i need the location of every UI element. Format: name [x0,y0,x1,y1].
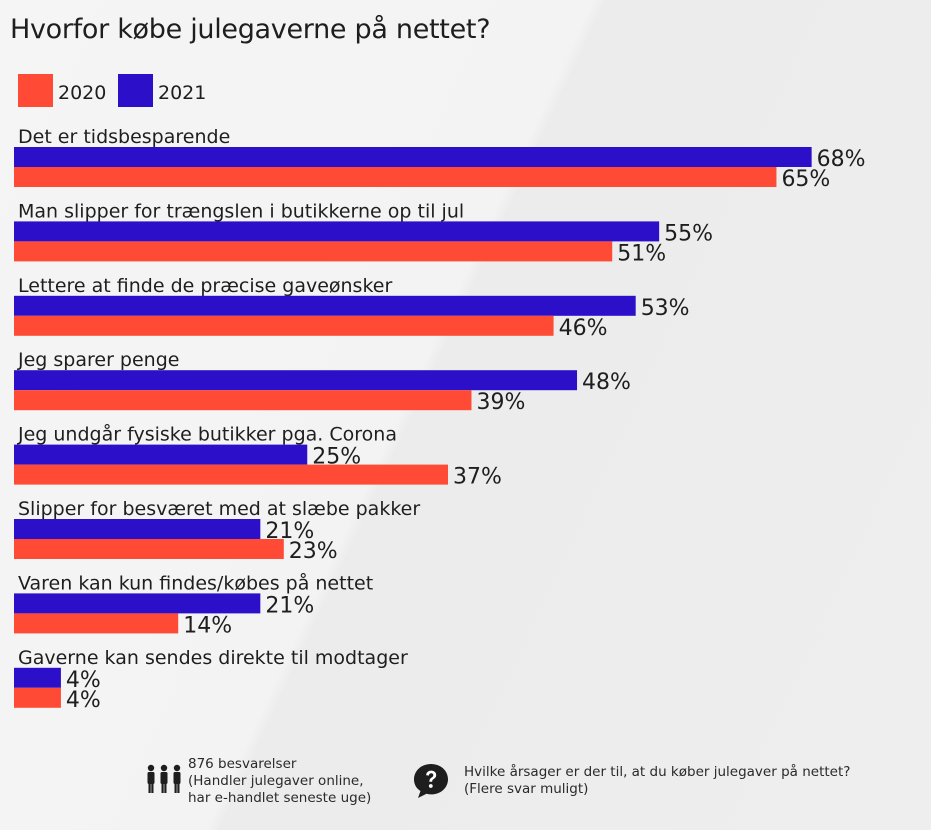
value-label-2020: 51% [617,241,666,266]
value-label-2020: 46% [559,316,608,341]
category-label: Lettere at finde de præcise gaveønsker [18,275,392,297]
value-label-2021: 21% [265,593,314,618]
respondents-line-3: har e-handlet seneste uge) [188,790,372,806]
bar-2021 [14,147,812,167]
value-label-2021: 53% [641,296,690,321]
category-label: Varen kan kun findes/købes på nettet [18,571,373,594]
bar-2021 [14,221,660,242]
bar-2020 [14,167,777,187]
value-label-2020: 4% [66,688,101,713]
respondents-text: 876 besvarelser (Handler julegaver onlin… [188,756,371,807]
value-label-2020: 39% [476,390,525,415]
legend-swatch-2021 [118,74,153,107]
bar-2021 [14,667,61,688]
respondents-line-2: (Handler julegaver online, [188,773,364,789]
bar-2020 [14,390,472,411]
chart-title: Hvorfor købe julegaverne på nettet? [10,14,491,45]
bar-2020 [14,539,284,559]
value-label-2020: 37% [453,465,502,490]
people-icon [147,764,181,793]
bar-2020 [14,613,179,634]
category-label: Jeg sparer penge [17,349,179,371]
question-bubble-icon [414,764,448,798]
value-label-2021: 4% [66,668,101,693]
legend-label-2021: 2021 [158,82,207,104]
question-line-1: Hvilke årsager er der til, at du køber j… [464,764,851,780]
value-label-2021: 55% [664,221,713,246]
bar-2020 [14,315,554,336]
bar-2021 [14,295,636,316]
bar-2020 [14,687,61,708]
legend-label-2020: 2020 [58,82,107,104]
bar-2021 [14,370,578,391]
value-label-2020: 14% [183,613,232,638]
bar-2021 [14,593,261,614]
respondents-line-1: 876 besvarelser [188,756,297,772]
category-label: Jeg undgår fysiske butikker pga. Corona [17,423,397,446]
bar-2021 [14,519,261,539]
value-label-2021: 48% [582,370,631,395]
legend-swatch-2020 [18,74,53,107]
value-label-2021: 68% [817,147,866,172]
category-label: Man slipper for trængslen i butikkerne o… [18,200,464,222]
question-text: Hvilke årsager er der til, at du køber j… [464,764,850,798]
bar-2021 [14,444,308,465]
category-label: Gaverne kan sendes direkte til modtager [18,647,408,669]
bar-2020 [14,241,613,262]
value-label-2020: 23% [289,539,338,564]
category-label: Slipper for besværet med at slæbe pakker [18,498,420,520]
category-label: Det er tidsbesparende [18,126,230,148]
value-label-2020: 65% [781,167,830,192]
question-line-2: (Flere svar muligt) [464,781,589,797]
bar-2020 [14,464,449,485]
